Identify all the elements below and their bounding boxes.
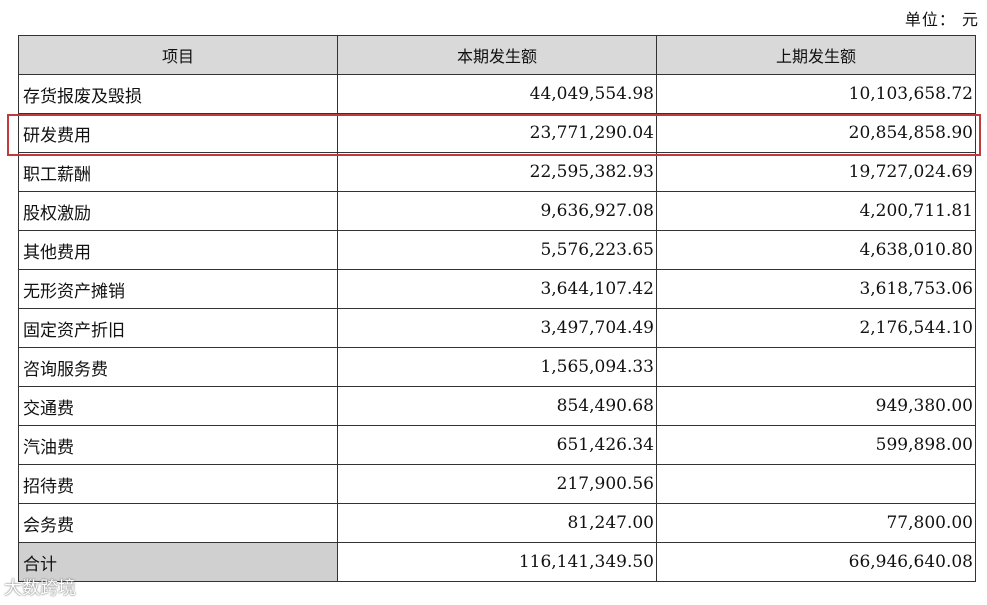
row-previous xyxy=(656,347,976,387)
row-item: 无形资产摊销 xyxy=(18,269,338,309)
total-row: 合计 116,141,349.50 66,946,640.08 xyxy=(18,542,976,582)
row-previous: 2,176,544.10 xyxy=(656,308,976,348)
row-previous: 77,800.00 xyxy=(656,503,976,543)
table-row: 交通费 854,490.68 949,380.00 xyxy=(18,386,976,426)
row-item: 会务费 xyxy=(18,503,338,543)
row-current: 81,247.00 xyxy=(337,503,657,543)
row-current: 44,049,554.98 xyxy=(337,74,657,114)
table-row: 存货报废及毁损 44,049,554.98 10,103,658.72 xyxy=(18,74,976,114)
watermark-text: 大数跨境 xyxy=(4,578,76,599)
total-label: 合计 xyxy=(18,542,338,582)
unit-label: 单位： 元 xyxy=(904,10,979,29)
row-current: 651,426.34 xyxy=(337,425,657,465)
row-current: 5,576,223.65 xyxy=(337,230,657,270)
row-item: 股权激励 xyxy=(18,191,338,231)
row-item: 固定资产折旧 xyxy=(18,308,338,348)
total-previous: 66,946,640.08 xyxy=(656,542,976,582)
row-item: 其他费用 xyxy=(18,230,338,270)
row-item: 交通费 xyxy=(18,386,338,426)
table-row: 研发费用 23,771,290.04 20,854,858.90 xyxy=(18,113,976,153)
row-previous: 599,898.00 xyxy=(656,425,976,465)
row-item: 招待费 xyxy=(18,464,338,504)
header-current-period: 本期发生额 xyxy=(337,35,657,75)
table-row: 会务费 81,247.00 77,800.00 xyxy=(18,503,976,543)
row-previous: 4,638,010.80 xyxy=(656,230,976,270)
header-previous-period: 上期发生额 xyxy=(656,35,976,75)
table-row: 固定资产折旧 3,497,704.49 2,176,544.10 xyxy=(18,308,976,348)
row-current: 1,565,094.33 xyxy=(337,347,657,387)
table-row: 职工薪酬 22,595,382.93 19,727,024.69 xyxy=(18,152,976,192)
row-current: 854,490.68 xyxy=(337,386,657,426)
table-header-row: 项目 本期发生额 上期发生额 xyxy=(18,35,976,75)
total-current: 116,141,349.50 xyxy=(337,542,657,582)
row-item: 存货报废及毁损 xyxy=(18,74,338,114)
row-current: 3,497,704.49 xyxy=(337,308,657,348)
row-previous xyxy=(656,464,976,504)
highlight-box xyxy=(7,114,981,156)
row-previous: 19,727,024.69 xyxy=(656,152,976,192)
table-row: 无形资产摊销 3,644,107.42 3,618,753.06 xyxy=(18,269,976,309)
row-item: 职工薪酬 xyxy=(18,152,338,192)
table-row: 汽油费 651,426.34 599,898.00 xyxy=(18,425,976,465)
expense-table: 项目 本期发生额 上期发生额 存货报废及毁损 44,049,554.98 10,… xyxy=(18,35,976,582)
row-current: 22,595,382.93 xyxy=(337,152,657,192)
row-current: 3,644,107.42 xyxy=(337,269,657,309)
row-item: 汽油费 xyxy=(18,425,338,465)
row-current: 217,900.56 xyxy=(337,464,657,504)
table-row: 其他费用 5,576,223.65 4,638,010.80 xyxy=(18,230,976,270)
row-previous: 949,380.00 xyxy=(656,386,976,426)
row-previous: 10,103,658.72 xyxy=(656,74,976,114)
table-row: 咨询服务费 1,565,094.33 xyxy=(18,347,976,387)
row-previous: 4,200,711.81 xyxy=(656,191,976,231)
row-previous: 20,854,858.90 xyxy=(656,113,976,153)
table-row: 股权激励 9,636,927.08 4,200,711.81 xyxy=(18,191,976,231)
row-current: 23,771,290.04 xyxy=(337,113,657,153)
row-current: 9,636,927.08 xyxy=(337,191,657,231)
row-previous: 3,618,753.06 xyxy=(656,269,976,309)
table-row: 招待费 217,900.56 xyxy=(18,464,976,504)
row-item: 咨询服务费 xyxy=(18,347,338,387)
header-item: 项目 xyxy=(18,35,338,75)
